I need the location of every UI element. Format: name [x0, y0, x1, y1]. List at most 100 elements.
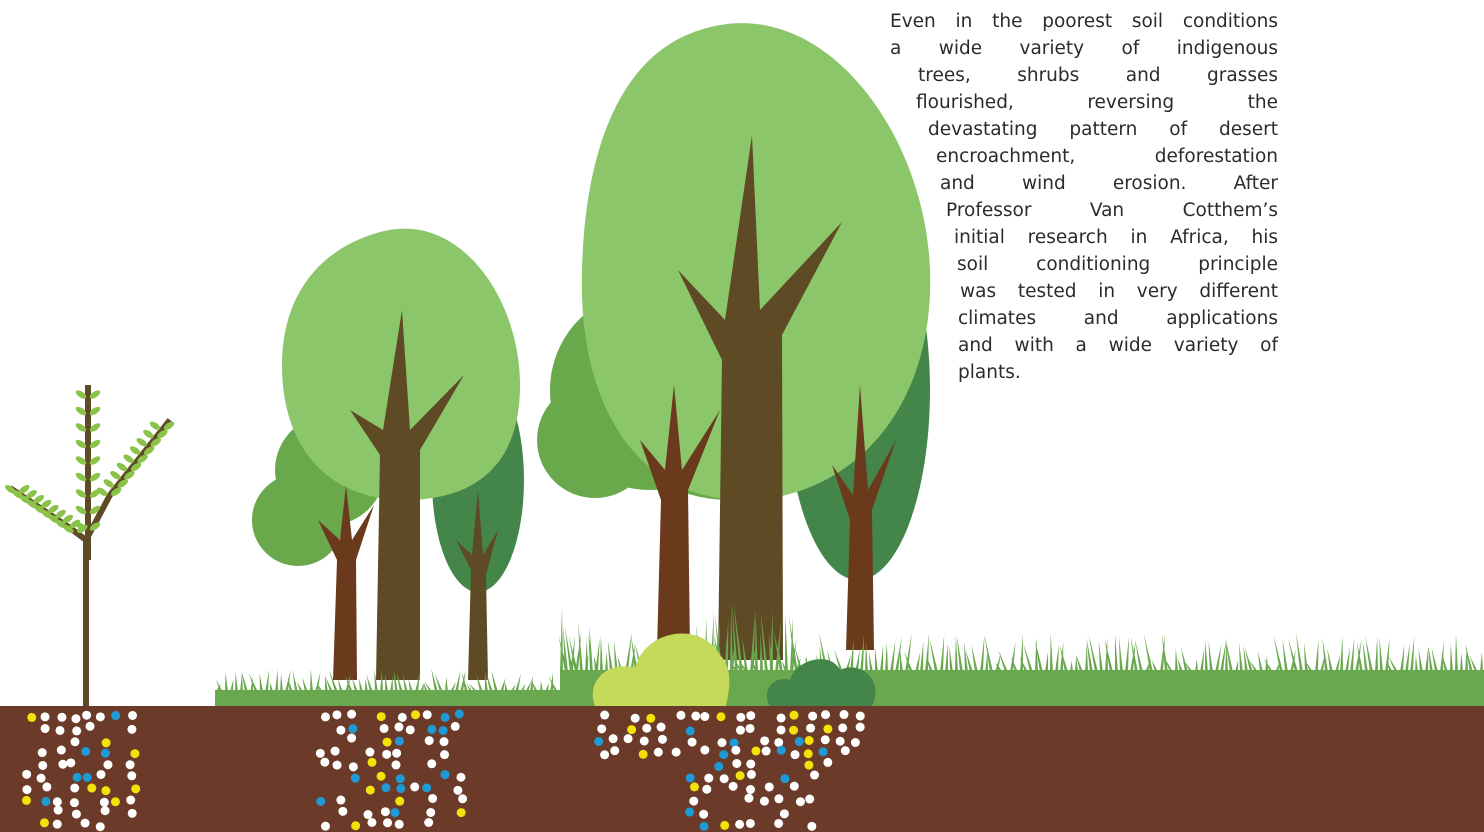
particle [639, 750, 648, 759]
particle [347, 734, 356, 743]
particle [736, 713, 745, 722]
particle [746, 724, 755, 733]
text-line: Even in the poorest soil conditions [890, 8, 1278, 35]
particle [316, 797, 325, 806]
particle [394, 722, 403, 731]
particle [646, 714, 655, 723]
particle [609, 734, 618, 743]
particle [774, 738, 783, 747]
particle [439, 726, 448, 735]
page: {"paragraph": {"lines": [ "Even in the p… [0, 0, 1484, 832]
particle [631, 714, 640, 723]
particle [594, 737, 603, 746]
text-line: climates and applications [958, 305, 1278, 332]
particle [347, 710, 356, 719]
particle [365, 748, 374, 757]
particle [624, 734, 633, 743]
particle [777, 725, 786, 734]
particle [760, 797, 769, 806]
particle [383, 818, 392, 827]
particle [100, 798, 109, 807]
particle [368, 758, 377, 767]
bush [767, 659, 876, 706]
particle [395, 820, 404, 829]
particle [22, 785, 31, 794]
particle [398, 713, 407, 722]
particle [789, 726, 798, 735]
particle [81, 819, 90, 828]
particle [780, 774, 789, 783]
particle [336, 726, 345, 735]
text-line: encroachment, deforestation [936, 143, 1278, 170]
text-line: a wide variety of indigenous [890, 35, 1278, 62]
particle [654, 748, 663, 757]
particle [58, 760, 67, 769]
particle [746, 785, 755, 794]
particle [702, 785, 711, 794]
particle [610, 746, 619, 755]
particle [87, 784, 96, 793]
particle [422, 783, 431, 792]
particle [41, 712, 50, 721]
particle [676, 711, 685, 720]
particle [777, 713, 786, 722]
particle [441, 713, 450, 722]
particle [746, 819, 755, 828]
particle [806, 724, 815, 733]
particle [101, 806, 110, 815]
text-line: trees, shrubs and grasses [918, 62, 1278, 89]
particle [657, 723, 666, 732]
particle [810, 771, 819, 780]
particle [735, 820, 744, 829]
particle [363, 810, 372, 819]
particle [38, 761, 47, 770]
particle [600, 750, 609, 759]
particle [410, 782, 419, 791]
particle [760, 736, 769, 745]
particle [351, 774, 360, 783]
particle [453, 786, 462, 795]
particle [807, 822, 816, 831]
particle [804, 761, 813, 770]
particle [57, 713, 66, 722]
particle [736, 771, 745, 780]
particle [128, 711, 137, 720]
particle [451, 722, 460, 731]
particle [127, 771, 136, 780]
particle [382, 750, 391, 759]
particle [744, 794, 753, 803]
particle [856, 712, 865, 721]
particle [457, 808, 466, 817]
particle [81, 747, 90, 756]
particle [423, 710, 432, 719]
particle [808, 712, 817, 721]
particle [440, 737, 449, 746]
particle [819, 747, 828, 756]
particle [391, 808, 400, 817]
particle [790, 782, 799, 791]
particle [40, 818, 49, 827]
particle [126, 796, 135, 805]
particle [425, 736, 434, 745]
particle [351, 821, 360, 830]
particle [731, 746, 740, 755]
particle [689, 797, 698, 806]
particle [600, 711, 609, 720]
particle [841, 746, 850, 755]
particle [38, 748, 47, 757]
particle [840, 710, 849, 719]
particle [72, 726, 81, 735]
particle [458, 794, 467, 803]
particle [751, 746, 760, 755]
particle [70, 798, 79, 807]
particle [392, 749, 401, 758]
particle [627, 725, 636, 734]
particle [331, 747, 340, 756]
particle [103, 760, 112, 769]
particle [70, 784, 79, 793]
particle [55, 726, 64, 735]
particle [714, 762, 723, 771]
particle [823, 724, 832, 733]
particle [349, 762, 358, 771]
text-line: Professor Van Cotthem’s [946, 197, 1278, 224]
